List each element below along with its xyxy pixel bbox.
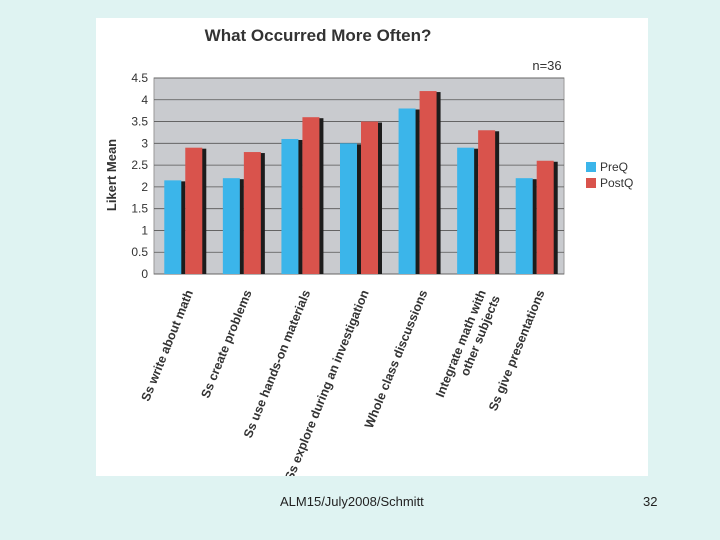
bar-postq [419, 91, 437, 274]
x-tick-label-line: Ss create problems [198, 288, 254, 400]
y-tick-label: 3 [141, 136, 148, 150]
sample-size-label: n=36 [532, 58, 561, 73]
bar-preq [398, 108, 416, 274]
legend-label: PostQ [600, 176, 633, 190]
legend-label: PreQ [600, 160, 628, 174]
bar-postq [243, 152, 261, 274]
x-tick-label-line: Ss write about math [139, 288, 196, 403]
legend-swatch [586, 162, 596, 172]
y-tick-label: 1 [141, 223, 148, 237]
plot-area: 00.511.522.533.544.5Ss write about math S… [131, 71, 565, 482]
y-axis-label: Likert Mean [104, 139, 119, 211]
bar-preq [340, 143, 357, 274]
y-tick-label: 2.5 [131, 158, 148, 172]
x-tick-label-line: Whole class discussions [362, 288, 430, 430]
slide-page-number: 32 [643, 494, 658, 509]
bar-preq [164, 180, 182, 274]
bar-postq [302, 117, 320, 274]
y-tick-label: 3.5 [131, 115, 148, 129]
slide-footer-text: ALM15/July2008/Schmitt [280, 494, 424, 509]
bar-postq [478, 130, 496, 274]
bar-preq [222, 178, 240, 274]
bar-preq [457, 147, 475, 274]
x-tick-label: Ss write about math [139, 288, 196, 403]
bar-chart: What Occurred More Often? n=36 Likert Me… [104, 26, 633, 482]
bar-preq [281, 138, 299, 274]
x-tick-label: Whole class discussions [362, 288, 430, 430]
x-tick-label: Ss use hands-on materials [241, 288, 313, 440]
bar-preq [515, 178, 533, 274]
x-tick-label-line: Ss use hands-on materials [241, 288, 313, 440]
y-tick-label: 4.5 [131, 71, 148, 85]
legend-swatch [586, 178, 596, 188]
y-tick-label: 1.5 [131, 202, 148, 216]
chart-panel: What Occurred More Often? n=36 Likert Me… [96, 18, 648, 482]
bar-postq [361, 121, 378, 274]
y-tick-label: 0 [141, 267, 148, 281]
x-tick-label: Ss create problems [198, 288, 254, 400]
y-tick-label: 4 [141, 93, 148, 107]
bar-postq [536, 160, 554, 274]
chart-title: What Occurred More Often? [205, 26, 432, 45]
legend: PreQ PostQ [586, 160, 633, 190]
y-tick-label: 2 [141, 180, 148, 194]
y-tick-label: 0.5 [131, 245, 148, 259]
bar-postq [185, 147, 203, 274]
